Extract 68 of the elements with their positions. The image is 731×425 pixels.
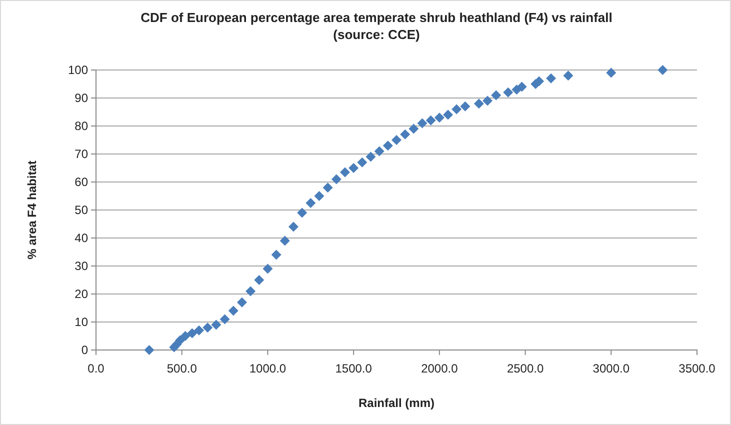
point: [400, 129, 410, 140]
x-tick-label: 2500.0: [506, 361, 544, 376]
point: [606, 68, 616, 78]
point: [408, 124, 419, 134]
point: [322, 182, 333, 193]
point: [187, 328, 198, 338]
y-tick-label: 60: [74, 174, 88, 189]
point: [658, 65, 668, 75]
y-tick-label: 70: [74, 146, 88, 161]
point: [228, 306, 238, 316]
y-tick-label: 90: [74, 90, 88, 105]
point: [491, 90, 502, 100]
x-tick-label: 2000.0: [421, 361, 458, 376]
x-tick-label: 500.0: [166, 361, 198, 376]
point: [534, 76, 544, 86]
point: [452, 104, 462, 114]
point: [503, 87, 514, 98]
point: [426, 115, 436, 126]
point: [211, 320, 222, 330]
y-tick-label: 0: [81, 342, 88, 357]
point: [262, 264, 273, 274]
point: [331, 174, 342, 184]
point: [288, 222, 298, 232]
point: [443, 110, 454, 120]
point: [271, 250, 282, 260]
point: [175, 335, 186, 346]
point: [236, 297, 247, 308]
point: [348, 163, 359, 173]
point: [434, 112, 444, 123]
point: [180, 331, 190, 341]
chart-title: CDF of European percentage area temperate shrub heathland (F4) vs rainfall (source: CCE): [140, 10, 612, 42]
y-tick-label: 40: [74, 230, 88, 245]
x-tick-label: 0.0: [88, 361, 105, 376]
point: [382, 140, 393, 151]
point: [254, 275, 264, 285]
point: [546, 73, 556, 84]
y-tick-label: 30: [74, 258, 88, 273]
point: [144, 345, 154, 355]
point: [474, 98, 484, 109]
x-tick-label: 1500.0: [335, 361, 372, 376]
point: [563, 70, 574, 81]
point: [220, 314, 230, 324]
y-axis-title: % area F4 habitat: [25, 160, 39, 260]
x-tick-label: 3500.0: [678, 361, 716, 376]
y-tick-label: 80: [74, 118, 88, 133]
point: [392, 135, 402, 145]
point: [417, 118, 428, 128]
point: [306, 198, 316, 208]
y-tick-label: 100: [68, 62, 88, 77]
x-axis-title: Rainfall (mm): [358, 396, 435, 410]
point: [194, 325, 204, 336]
point: [202, 322, 213, 333]
y-tick-label: 20: [74, 286, 88, 301]
point: [280, 236, 290, 246]
point: [366, 152, 376, 162]
x-tick-label: 3000.0: [592, 361, 630, 376]
point: [340, 167, 350, 178]
point: [297, 208, 308, 218]
point: [357, 157, 368, 168]
point: [516, 82, 527, 92]
point: [374, 146, 384, 156]
point: [314, 191, 324, 201]
point: [246, 286, 256, 296]
x-tick-label: 1000.0: [249, 361, 286, 376]
y-tick-label: 50: [74, 202, 88, 217]
y-tick-label: 10: [74, 314, 88, 329]
point: [460, 101, 470, 112]
point: [482, 96, 493, 106]
